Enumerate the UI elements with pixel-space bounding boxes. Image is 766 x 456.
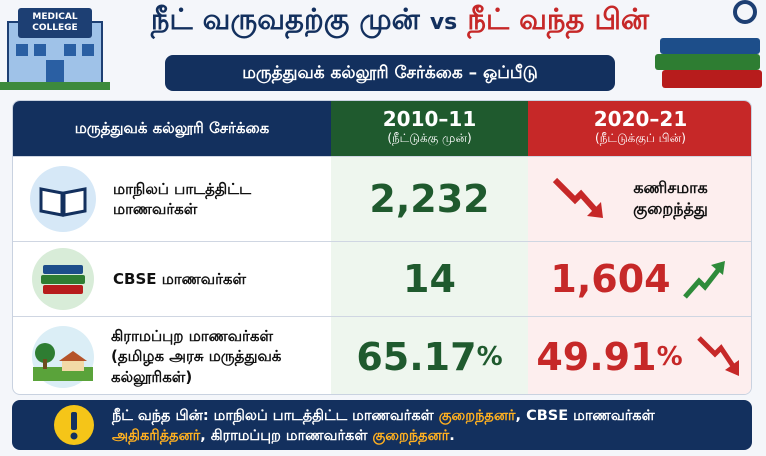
- book-icon: [30, 166, 96, 232]
- footer-text: .: [449, 428, 455, 444]
- after-value: 1,604: [550, 257, 671, 301]
- column-title: 2010–11: [382, 107, 477, 131]
- row-label: கிராமப்புற மாணவர்கள்: [111, 327, 274, 346]
- footer-highlight: குறைந்தனர்: [372, 428, 450, 444]
- sign: MEDICAL COLLEGE: [32, 12, 78, 33]
- unit: %: [476, 341, 503, 372]
- title-after: நீட் வந்த பின்: [467, 2, 650, 36]
- row-label: CBSE மாணவர்கள்: [113, 269, 247, 288]
- down-arrow: [552, 177, 603, 218]
- college-icon: [0, 8, 110, 90]
- before-value: 2,232: [369, 177, 490, 221]
- footer-highlight: குறைந்தனர்: [438, 408, 516, 424]
- column-header: 2010–11 (நீட்டுக்கு முன்): [331, 101, 528, 156]
- row-label-cell: மாநிலப் பாடத்திட்ட மாணவர்கள்: [13, 156, 331, 241]
- up-arrow: [682, 261, 725, 299]
- before-value: 65.17: [356, 334, 477, 379]
- down-arrow: [696, 335, 739, 376]
- subtitle: மருத்துவக் கல்லூரி சேர்க்கை – ஒப்பீடு: [165, 55, 615, 91]
- column-title: 2020–21: [593, 107, 688, 131]
- before-cell: 2,232: [331, 156, 528, 241]
- title: நீட் வருவதற்கு முன் vs நீட் வந்த பின்: [130, 2, 670, 40]
- row-label-group: கிராமப்புற மாணவர்கள் (தமிழக அரசு மருத்துவ…: [111, 326, 321, 387]
- after-cell: 1,604: [528, 241, 751, 316]
- table: மருத்துவக் கல்லூரி சேர்க்கை 2010–11 (நீட்…: [12, 100, 752, 395]
- column-note: (நீட்டுக்கு முன்): [387, 131, 472, 145]
- after-cell: 49.91%: [528, 316, 751, 394]
- footer-highlight: அதிகரித்தனர்: [112, 428, 201, 444]
- footer-text: நீட் வந்த பின்: மாநிலப் பாடத்திட்ட மாணவர…: [112, 408, 439, 424]
- row-label-cell: CBSE மாணவர்கள்: [13, 241, 331, 316]
- column-header: மருத்துவக் கல்லூரி சேர்க்கை: [13, 101, 331, 156]
- books-icon: [32, 248, 94, 310]
- row-label: மாநிலப் பாடத்திட்ட மாணவர்கள்: [113, 179, 252, 218]
- before-value: 14: [403, 257, 456, 301]
- footer-text: , CBSE மாணவர்கள்: [515, 408, 655, 424]
- column-header: 2020–21 (நீட்டுக்குப் பின்): [528, 101, 751, 156]
- before-cell: 65.17%: [331, 316, 528, 394]
- title-vs: vs: [429, 10, 458, 35]
- books-icon: [655, 0, 762, 88]
- unit: %: [656, 341, 683, 372]
- before-cell: 14: [331, 241, 528, 316]
- row-sublabel: (தமிழக அரசு மருத்துவக் கல்லூரிகள்): [111, 347, 282, 386]
- title-before: நீட் வருவதற்கு முன்: [150, 2, 420, 36]
- footer: நீட் வந்த பின்: மாநிலப் பாடத்திட்ட மாணவர…: [12, 400, 752, 450]
- after-value: 49.91: [536, 334, 657, 379]
- village-icon: [32, 325, 94, 388]
- warning-icon: [54, 405, 94, 445]
- row-label-cell: கிராமப்புற மாணவர்கள் (தமிழக அரசு மருத்துவ…: [13, 316, 331, 394]
- column-note: (நீட்டுக்குப் பின்): [595, 131, 686, 145]
- after-text: கணிசமாக குறைந்த்து: [633, 178, 708, 218]
- footer-text: , கிராமப்புற மாணவர்கள்: [200, 428, 373, 444]
- after-cell: கணிசமாக குறைந்த்து: [528, 156, 751, 241]
